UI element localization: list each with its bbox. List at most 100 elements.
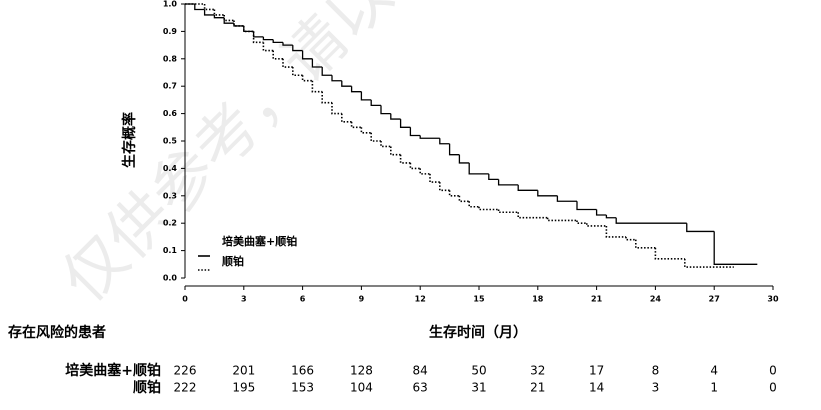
survival-step <box>321 67 332 76</box>
survival-step <box>370 132 381 142</box>
survival-step <box>272 39 283 44</box>
survival-step <box>292 45 303 52</box>
x-tick-label: 15 <box>473 295 485 304</box>
survival-step <box>409 127 421 137</box>
survival-step <box>448 143 460 156</box>
legend-label: 培美曲塞+顺铂 <box>222 234 297 248</box>
survival-step <box>429 173 440 183</box>
x-tick-label: 0 <box>182 295 188 304</box>
x-axis-label: 生存时间（月） <box>429 324 527 341</box>
y-tick-label: 0.4 <box>163 164 178 173</box>
risk-count: 1 <box>710 381 718 395</box>
survival-step <box>517 212 548 219</box>
survival-step <box>243 25 254 33</box>
survival-step <box>399 154 411 164</box>
x-tick-label: 3 <box>241 295 247 304</box>
survival-step <box>409 162 421 170</box>
survival-step <box>635 239 656 249</box>
risk-count: 84 <box>413 364 428 378</box>
survival-step <box>390 113 401 120</box>
survival-step <box>331 75 342 82</box>
risk-count: 0 <box>769 381 777 395</box>
x-tick-label: 12 <box>415 295 426 304</box>
survival-step <box>625 236 636 241</box>
risk-count: 32 <box>530 364 545 378</box>
survival-step <box>439 138 450 145</box>
x-tick-label: 30 <box>767 295 779 304</box>
x-tick-label: 24 <box>650 295 662 304</box>
survival-step <box>468 201 479 208</box>
survival-step <box>360 127 372 134</box>
y-tick-label: 0.9 <box>163 27 178 36</box>
survival-step <box>350 86 362 93</box>
risk-count: 226 <box>174 364 197 378</box>
survival-step <box>301 50 313 60</box>
survival-step <box>233 20 244 27</box>
risk-count: 14 <box>589 381 604 395</box>
risk-count: 201 <box>232 364 255 378</box>
survival-step <box>213 14 225 19</box>
x-tick-label: 21 <box>591 295 603 304</box>
survival-step <box>380 141 391 148</box>
survival-step <box>243 25 254 33</box>
y-tick-label: 0.6 <box>163 109 178 118</box>
risk-table-title: 存在风险的患者 <box>8 324 106 341</box>
y-tick-label: 0.1 <box>163 246 178 255</box>
survival-step <box>282 42 293 46</box>
y-tick-label: 0.2 <box>163 219 177 228</box>
survival-step <box>497 209 519 214</box>
y-tick-label: 0.7 <box>163 82 177 91</box>
risk-row-label: 培美曲塞+顺铂 <box>65 362 161 379</box>
survival-step <box>605 225 626 238</box>
y-tick-label: 0.0 <box>163 274 178 283</box>
survival-step <box>556 195 577 202</box>
survival-step <box>213 9 225 16</box>
survival-step <box>341 113 352 123</box>
survival-step <box>331 102 342 115</box>
survival-step <box>223 14 234 22</box>
watermark: 仅供参考，请以 <box>48 0 407 316</box>
risk-count: 195 <box>232 381 255 395</box>
risk-count: 63 <box>413 381 428 395</box>
x-tick-label: 9 <box>359 295 365 304</box>
risk-count: 222 <box>174 381 197 395</box>
survival-step <box>203 4 215 11</box>
survival-step <box>419 168 430 175</box>
risk-count: 153 <box>291 381 314 395</box>
y-tick-label: 0.5 <box>163 137 178 146</box>
y-tick-label: 0.3 <box>163 191 177 200</box>
survival-step <box>537 190 558 197</box>
risk-count: 128 <box>350 364 373 378</box>
survival-step <box>203 9 215 16</box>
y-axis-label: 生存概率 <box>121 112 138 168</box>
survival-step <box>262 36 274 41</box>
risk-count: 50 <box>471 364 486 378</box>
risk-row-label: 顺铂 <box>133 379 161 396</box>
survival-step <box>654 247 685 260</box>
survival-step <box>194 4 205 11</box>
risk-count: 166 <box>291 364 314 378</box>
survival-step <box>341 80 352 87</box>
survival-step <box>360 91 372 101</box>
risk-count: 104 <box>350 381 373 395</box>
survival-step <box>321 91 332 104</box>
survival-step <box>350 121 362 129</box>
survival-step <box>497 179 519 186</box>
survival-step <box>517 184 538 191</box>
survival-step <box>686 223 715 233</box>
survival-step <box>380 105 391 115</box>
risk-count: 8 <box>652 364 660 378</box>
risk-count: 0 <box>769 364 777 378</box>
survival-step <box>448 190 460 197</box>
survival-step <box>390 146 401 156</box>
survival-step <box>576 201 597 211</box>
survival-step <box>252 31 264 38</box>
survival-step <box>370 99 381 107</box>
survival-step <box>311 58 323 68</box>
survival-step <box>684 258 734 268</box>
survival-step <box>713 231 758 265</box>
survival-step <box>478 206 499 211</box>
survival-step <box>546 217 577 222</box>
survival-step <box>586 223 607 227</box>
survival-step <box>605 214 617 219</box>
